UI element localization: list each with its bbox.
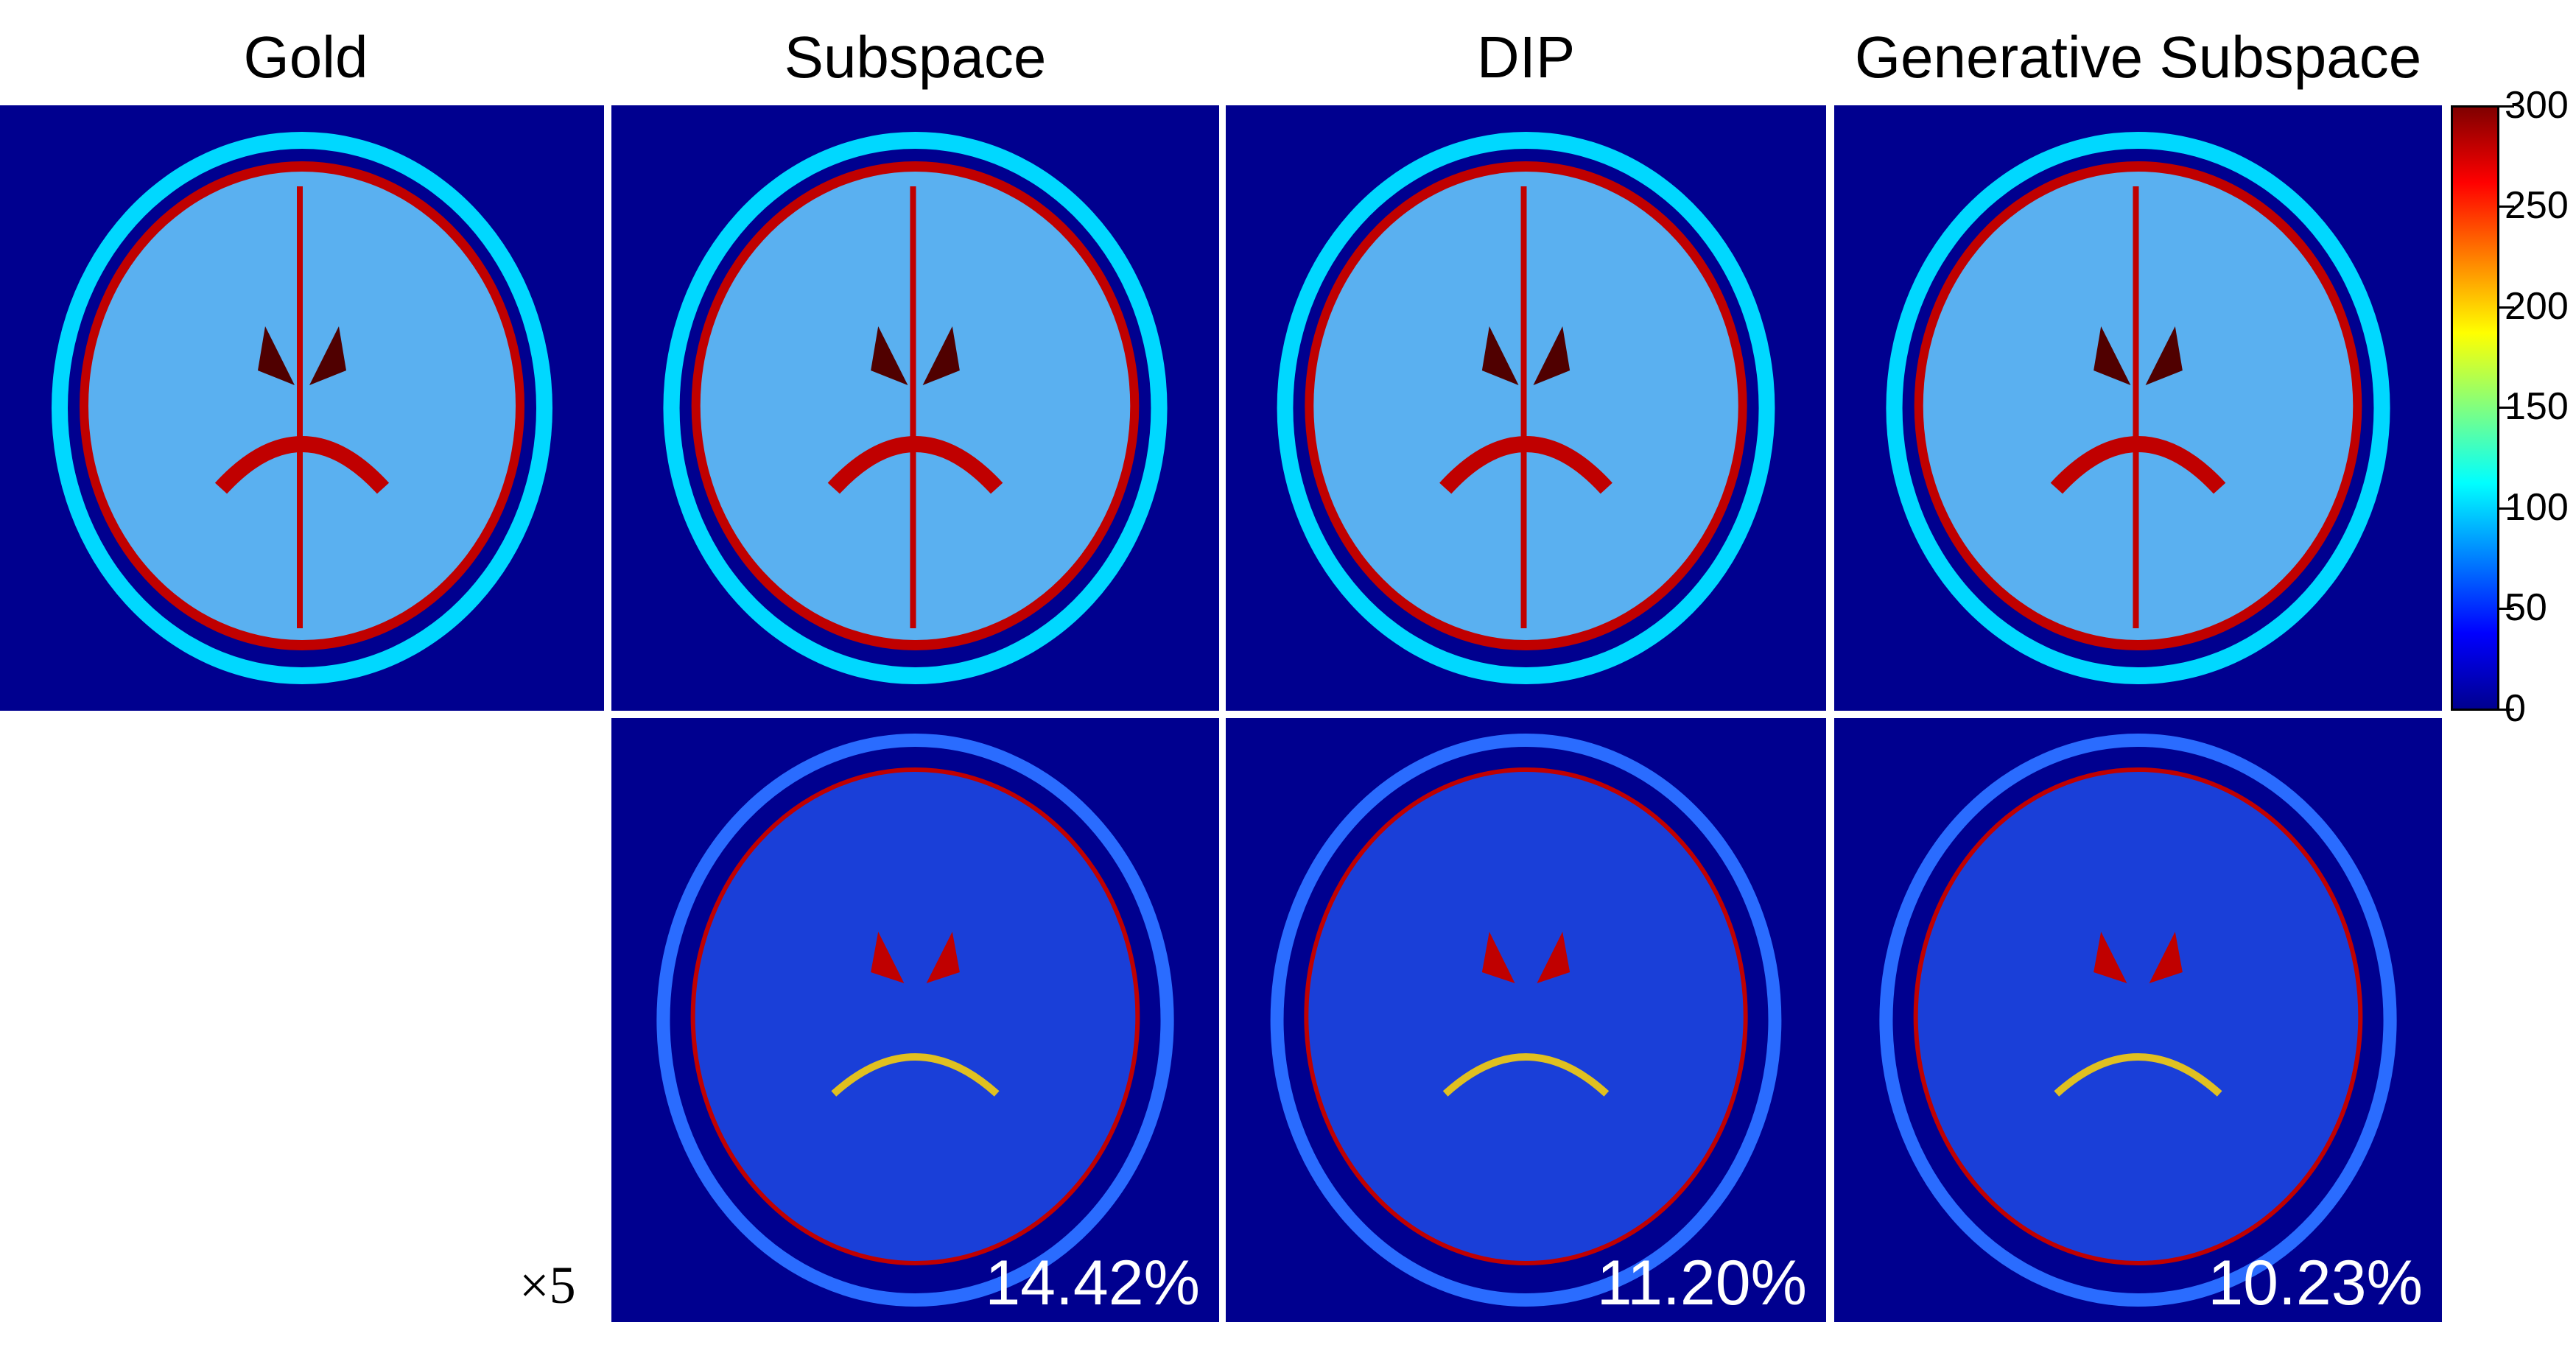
error-map-image	[1270, 734, 1782, 1307]
colorbar-tick	[2499, 507, 2514, 510]
error-scale-label: ×5	[519, 1256, 576, 1315]
column-title-generative-subspace: Generative Subspace	[1854, 24, 2422, 90]
colorbar-label-200: 200	[2505, 285, 2569, 328]
subspace-error-percent: 14.42%	[985, 1248, 1200, 1318]
brain-map-image	[52, 132, 552, 684]
brain-map-image	[1886, 132, 2390, 684]
generative-subspace-t2-map	[1834, 105, 2442, 711]
colorbar-label-0: 0	[2505, 687, 2526, 730]
colorbar-tick	[2499, 105, 2514, 108]
subspace-error-map: 14.42%	[611, 718, 1219, 1322]
colorbar-label-250: 250	[2505, 184, 2569, 227]
colorbar-tick	[2499, 709, 2514, 711]
gold-t2-map	[0, 105, 604, 711]
colorbar-label-300: 300	[2505, 84, 2569, 127]
colorbar-tick	[2499, 608, 2514, 610]
generative-subspace-error-map: 10.23%	[1834, 718, 2442, 1322]
dip-t2-map	[1226, 105, 1826, 711]
brain-map-image	[663, 132, 1168, 684]
colorbar-label-150: 150	[2505, 385, 2569, 428]
colorbar-tick	[2499, 205, 2514, 208]
error-map-image	[1879, 734, 2397, 1307]
colorbar-tick	[2499, 306, 2514, 309]
colorbar-label-100: 100	[2505, 486, 2569, 529]
colorbar-tick	[2499, 407, 2514, 409]
column-title-subspace: Subspace	[784, 24, 1047, 90]
colorbar-label-50: 50	[2505, 586, 2547, 629]
subspace-t2-map	[611, 105, 1219, 711]
brain-map-image	[1277, 132, 1775, 684]
column-title-dip: DIP	[1476, 24, 1576, 90]
colorbar	[2451, 105, 2499, 711]
dip-error-percent: 11.20%	[1596, 1248, 1807, 1318]
generative-subspace-error-percent: 10.23%	[2208, 1248, 2423, 1318]
error-map-image	[656, 734, 1174, 1307]
column-title-gold: Gold	[243, 24, 368, 90]
dip-error-map: 11.20%	[1226, 718, 1826, 1322]
